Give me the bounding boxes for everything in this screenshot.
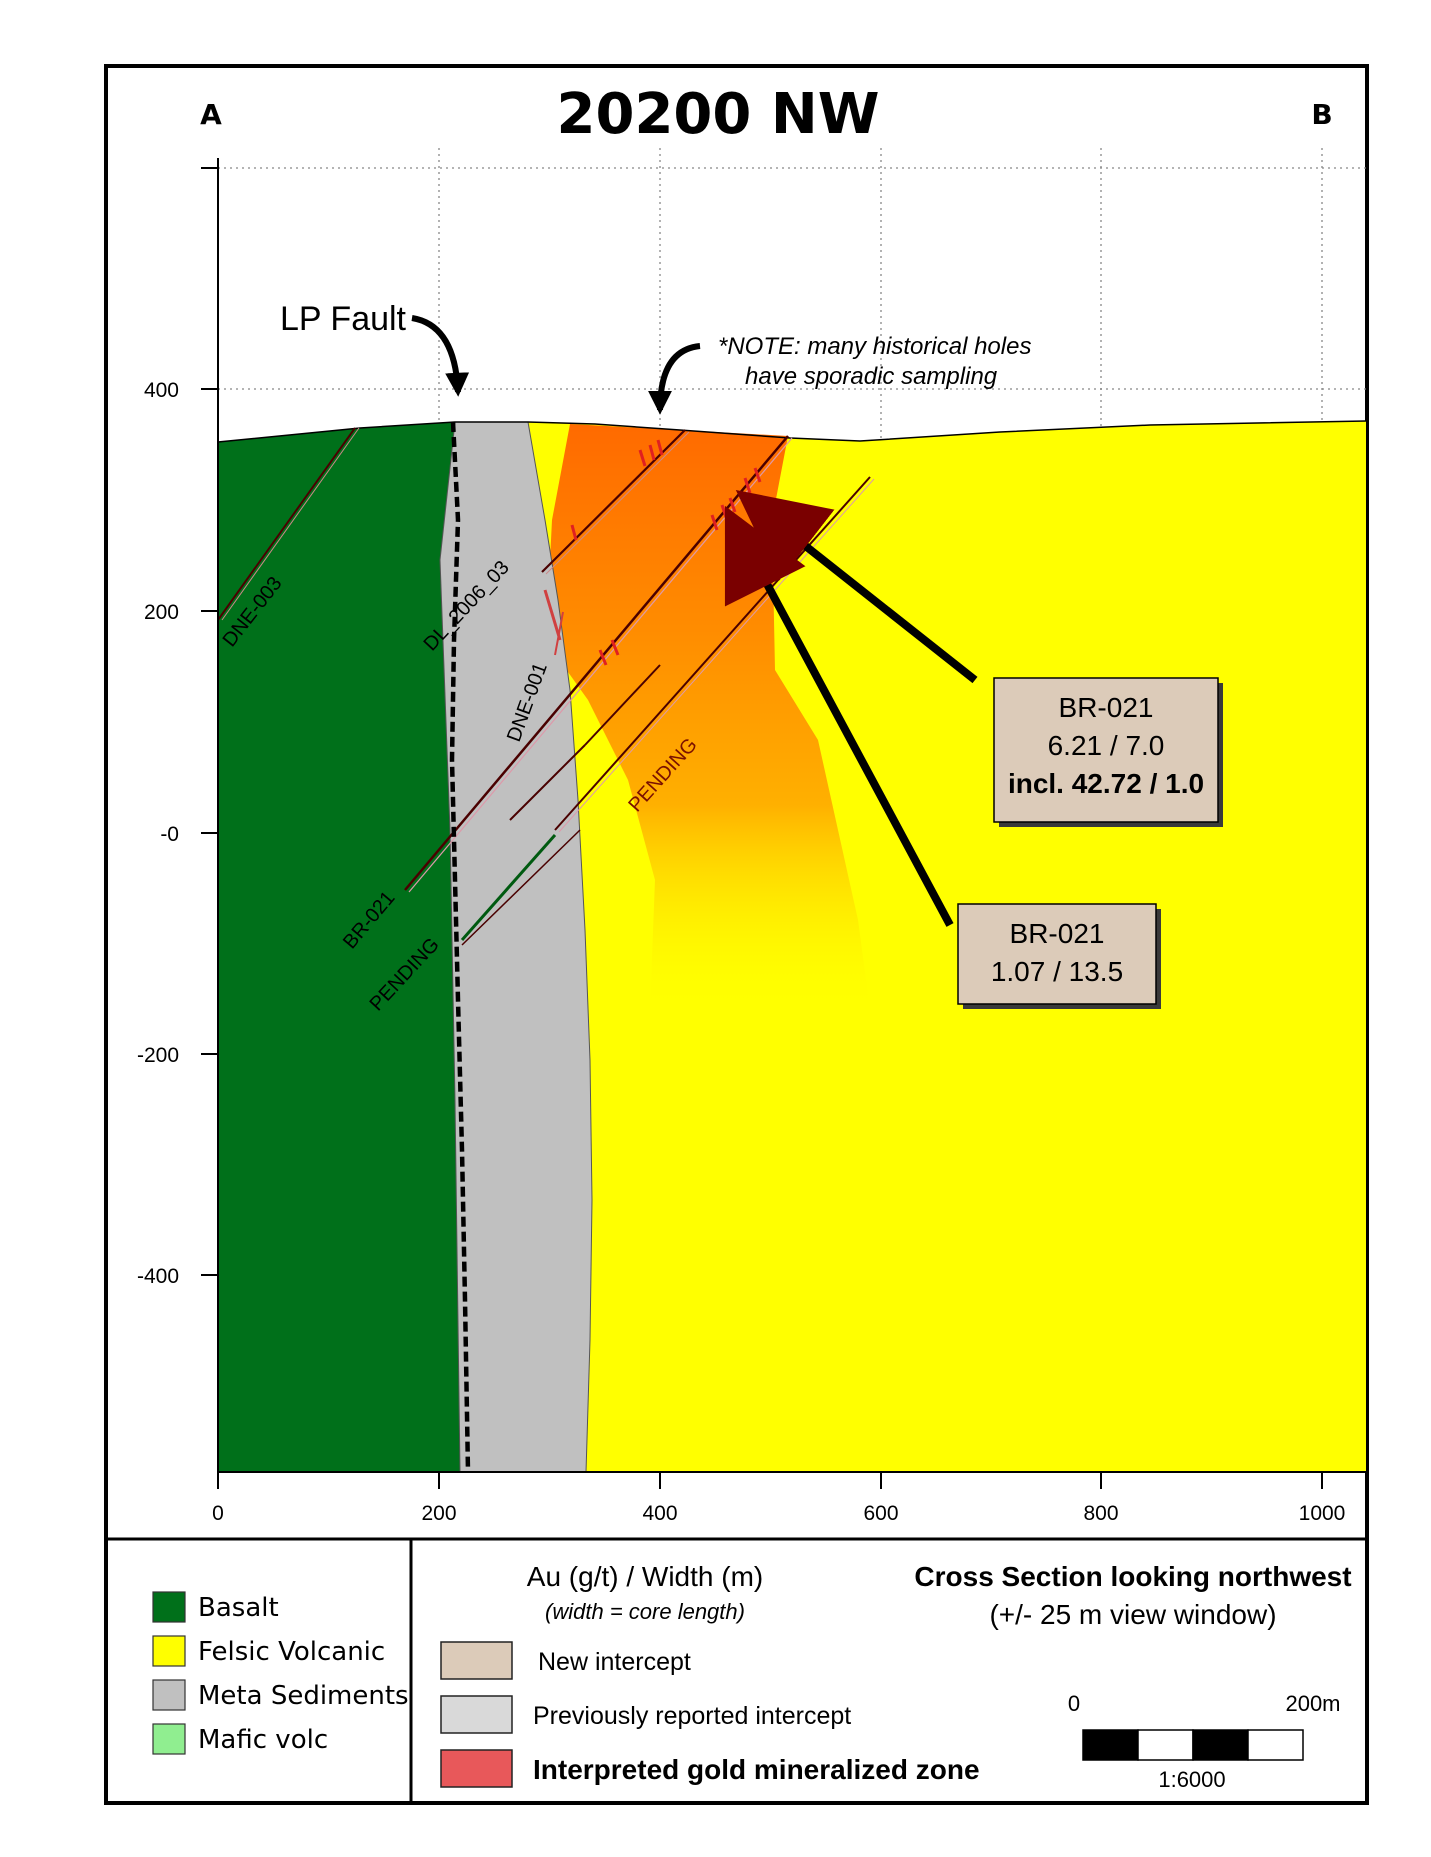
callout-upper-included: incl. 42.72 / 1.0 bbox=[1008, 768, 1204, 799]
swatch-previous-intercept bbox=[440, 1695, 513, 1734]
meta-sediments-unit bbox=[439, 421, 593, 1473]
x-tick-label: 800 bbox=[1083, 1502, 1118, 1525]
scale-bar-end: 200m bbox=[1285, 1691, 1340, 1716]
y-tick-label: -0 bbox=[160, 823, 179, 846]
callout-lower-arrowhead bbox=[724, 505, 806, 607]
swatch-meta-sediments bbox=[152, 1679, 186, 1711]
drill-hole-pending-lower bbox=[460, 829, 581, 946]
swatch-basalt bbox=[152, 1591, 186, 1623]
section-info-window: (+/- 25 m view window) bbox=[989, 1599, 1276, 1630]
topography-line bbox=[217, 420, 1367, 443]
gold-mineralized-zone bbox=[548, 424, 870, 1010]
y-tick-label: 200 bbox=[144, 601, 179, 624]
rock-unit-legend: Basalt Felsic Volcanic Meta Sediments Ma… bbox=[152, 1591, 409, 1755]
callout-upper-arrowhead bbox=[735, 489, 835, 581]
x-tick-label: 0 bbox=[212, 1502, 224, 1525]
callout-upper-hole: BR-021 bbox=[1059, 692, 1154, 723]
legend-mafic-volc: Mafic volc bbox=[198, 1725, 328, 1755]
swatch-felsic-volcanic bbox=[152, 1635, 186, 1667]
section-end-label: B bbox=[1311, 98, 1332, 131]
legend-previous-intercept: Previously reported intercept bbox=[533, 1702, 851, 1730]
x-tick-label: 200 bbox=[421, 1502, 456, 1525]
note-line-1: *NOTE: many historical holes bbox=[718, 333, 1031, 360]
legend-basalt: Basalt bbox=[198, 1593, 279, 1623]
x-tick-label: 1000 bbox=[1299, 1502, 1346, 1525]
note-arrow bbox=[648, 343, 701, 415]
drill-hole-dne-001 bbox=[509, 664, 661, 821]
swatch-new-intercept bbox=[440, 1641, 513, 1680]
note-line-2: have sporadic sampling bbox=[745, 363, 998, 390]
section-info-heading: Cross Section looking northwest bbox=[914, 1561, 1351, 1592]
y-axis-ticks: 400 200 -0 -200 -400 bbox=[137, 379, 179, 1288]
callout-upper: BR-021 6.21 / 7.0 incl. 42.72 / 1.0 bbox=[993, 677, 1223, 827]
scale-bar-ratio: 1:6000 bbox=[1158, 1767, 1225, 1792]
axes bbox=[201, 158, 1366, 1489]
swatch-mineralized-zone bbox=[440, 1749, 513, 1788]
intercept-legend: Au (g/t) / Width (m) (width = core lengt… bbox=[440, 1561, 980, 1788]
swatch-mafic-volc bbox=[152, 1723, 186, 1755]
drill-hole-dne-003 bbox=[217, 427, 360, 621]
callout-lower: BR-021 1.07 / 13.5 bbox=[957, 903, 1161, 1009]
x-tick-label: 400 bbox=[642, 1502, 677, 1525]
legend-mineralized-zone: Interpreted gold mineralized zone bbox=[533, 1754, 980, 1785]
callout-lower-hole: BR-021 bbox=[1010, 918, 1105, 949]
lp-fault-label: LP Fault bbox=[280, 300, 407, 338]
basalt-unit bbox=[218, 422, 460, 1472]
x-tick-label: 600 bbox=[863, 1502, 898, 1525]
legend-meta-sediments: Meta Sediments bbox=[198, 1681, 409, 1711]
intercept-subheading: (width = core length) bbox=[545, 1599, 745, 1624]
x-axis-ticks: 0 200 400 600 800 1000 bbox=[212, 1502, 1345, 1525]
y-tick-label: 400 bbox=[144, 379, 179, 402]
callout-lower-box bbox=[957, 903, 1157, 1005]
callout-upper-box bbox=[993, 677, 1219, 823]
y-tick-label: -200 bbox=[137, 1044, 179, 1067]
legend-felsic-volcanic: Felsic Volcanic bbox=[198, 1637, 385, 1667]
section-title: 20200 NW bbox=[557, 82, 880, 147]
scale-bar: 0 200m 1:6000 bbox=[1068, 1691, 1341, 1792]
callout-lower-grade: 1.07 / 13.5 bbox=[991, 956, 1123, 987]
section-start-label: A bbox=[200, 98, 222, 131]
lp-fault-line bbox=[449, 421, 471, 1473]
legend-new-intercept: New intercept bbox=[538, 1648, 691, 1676]
lp-fault-arrow bbox=[411, 315, 470, 397]
scale-bar-start: 0 bbox=[1068, 1691, 1080, 1716]
y-tick-label: -400 bbox=[137, 1265, 179, 1288]
callout-upper-grade: 6.21 / 7.0 bbox=[1048, 730, 1165, 761]
intercept-heading: Au (g/t) / Width (m) bbox=[527, 1561, 763, 1592]
